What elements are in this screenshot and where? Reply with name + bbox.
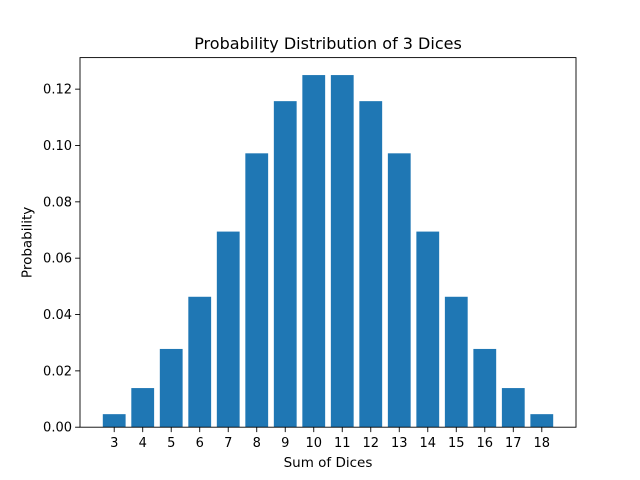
bar-4 [131, 388, 155, 428]
x-tick-label: 3 [110, 436, 118, 451]
y-axis-label: Probability [20, 207, 36, 278]
bar-5 [159, 348, 183, 428]
x-tick-label: 4 [139, 436, 147, 451]
x-axis-label: Sum of Dices [284, 455, 373, 471]
bar-10 [302, 75, 326, 428]
x-tick-label: 16 [477, 436, 494, 451]
y-tick-label: 0.08 [43, 195, 72, 210]
bar-15 [444, 296, 468, 428]
y-tick-label: 0.02 [43, 364, 72, 379]
y-tick-label: 0.04 [43, 308, 72, 323]
y-tick-label: 0.10 [43, 139, 72, 154]
x-tick-label: 15 [448, 436, 465, 451]
bar-3 [102, 414, 126, 428]
x-tick-label: 8 [253, 436, 261, 451]
x-tick-label: 14 [419, 436, 436, 451]
y-tick-label: 0.00 [43, 421, 72, 436]
y-tick-label: 0.12 [43, 83, 72, 98]
x-tick-label: 17 [505, 436, 522, 451]
bar-6 [188, 296, 212, 428]
bar-17 [501, 388, 525, 428]
bar-12 [359, 101, 383, 428]
x-tick-label: 7 [224, 436, 232, 451]
x-tick-label: 9 [281, 436, 289, 451]
x-tick-label: 18 [534, 436, 551, 451]
bar-18 [530, 414, 554, 428]
bar-13 [387, 153, 411, 428]
bar-14 [416, 231, 440, 428]
bar-8 [245, 153, 269, 428]
chart-title: Probability Distribution of 3 Dices [194, 34, 462, 53]
x-axis-ticks: 3 4 5 6 7 8 9 10 11 12 13 14 15 16 17 18 [110, 427, 550, 451]
bars-layer [102, 75, 554, 428]
x-tick-label: 5 [167, 436, 175, 451]
x-tick-label: 12 [362, 436, 379, 451]
y-tick-label: 0.06 [43, 252, 72, 267]
x-tick-label: 6 [196, 436, 204, 451]
plot-frame [79, 57, 577, 428]
bar-7 [216, 231, 240, 428]
x-tick-label: 13 [391, 436, 408, 451]
bar-9 [273, 101, 297, 428]
x-tick-label: 11 [334, 436, 351, 451]
x-tick-label: 10 [305, 436, 322, 451]
y-axis-ticks: 0.00 0.02 0.04 0.06 0.08 0.10 0.12 [43, 83, 80, 436]
bar-16 [473, 348, 497, 428]
bar-11 [330, 75, 354, 428]
